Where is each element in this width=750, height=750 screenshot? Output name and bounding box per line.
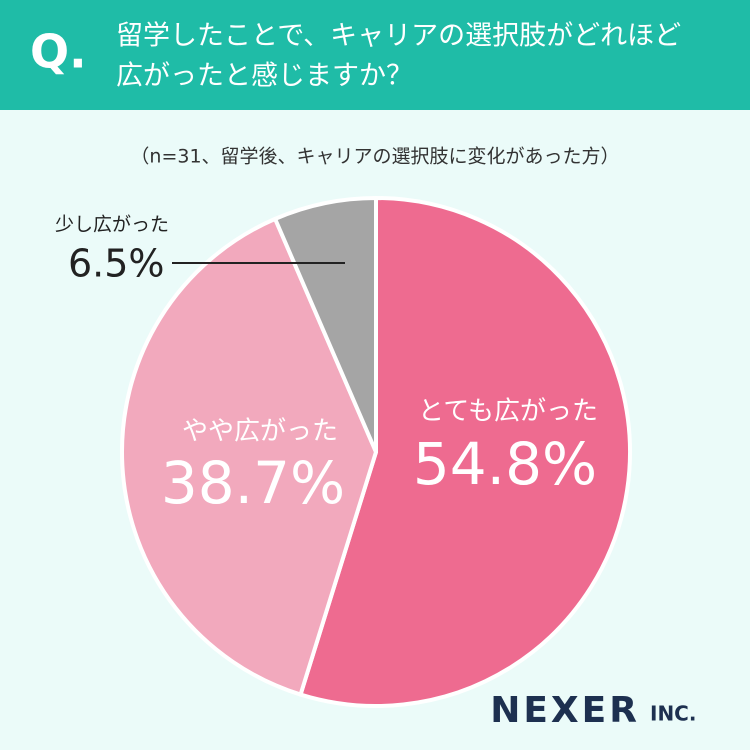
slice-label: やや広がった: [182, 417, 338, 447]
value-label: 6.5%: [68, 242, 165, 286]
slice-label: 少し広がった: [55, 214, 169, 236]
title-line: 広がったと感じますか？: [116, 61, 413, 92]
title-line: 留学したことで、キャリアの選択肢がどれほど: [116, 21, 681, 52]
value-label: 54.8%: [413, 430, 597, 498]
brand-suffix: INC.: [650, 702, 696, 726]
value-label: 38.7%: [161, 449, 345, 517]
slice-label: とても広がった: [418, 397, 598, 427]
brand-name: NEXER: [490, 690, 640, 731]
q-label: Q.: [30, 25, 87, 79]
pie-slice: [298, 196, 632, 708]
header-band: [0, 0, 750, 110]
subtitle: （n=31、留学後、キャリアの選択肢に変化があった方）: [130, 146, 619, 168]
pie-slice: [120, 216, 378, 697]
pie-slice: [273, 196, 378, 454]
